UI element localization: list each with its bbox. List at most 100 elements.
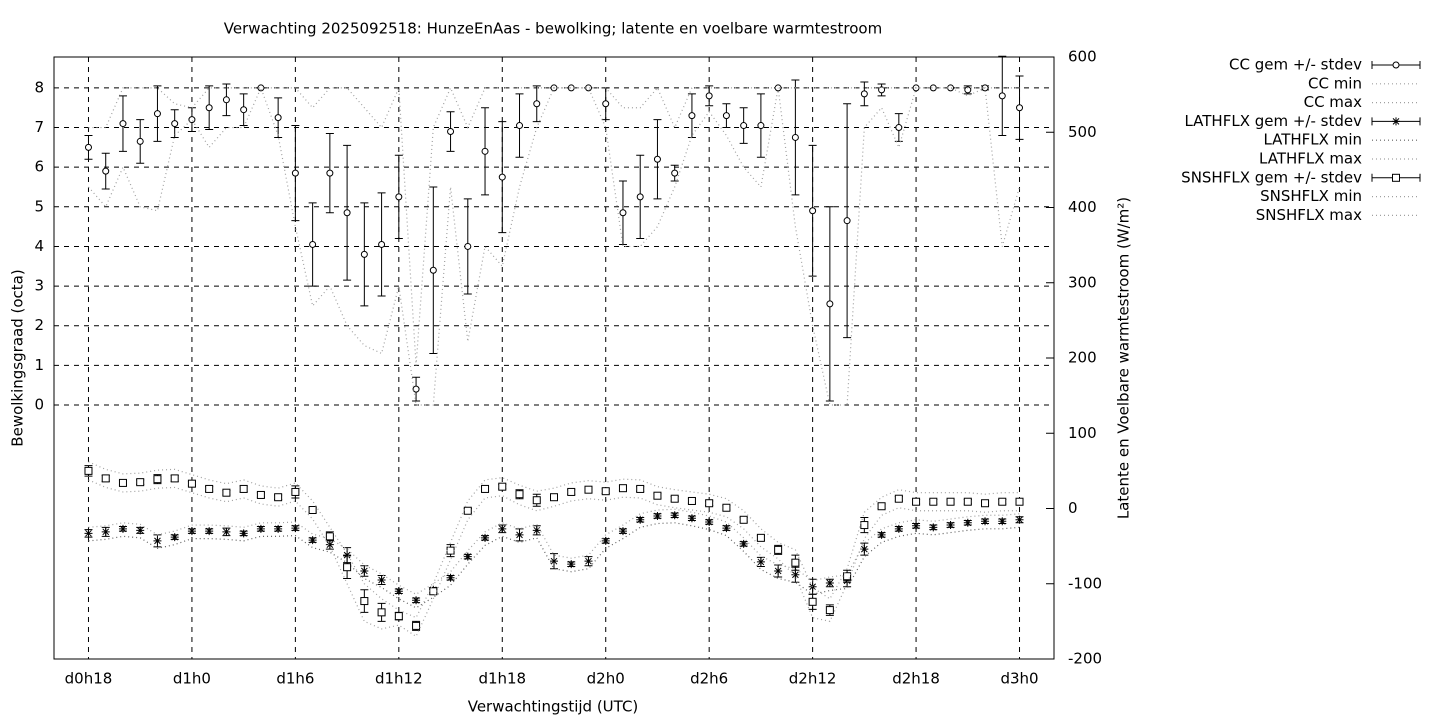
- marker: [843, 572, 852, 581]
- marker: [688, 112, 696, 120]
- marker: [360, 566, 369, 575]
- marker: [325, 540, 334, 549]
- y-tick-label: 2: [34, 316, 44, 334]
- line-series: [88, 86, 1020, 366]
- marker: [808, 582, 817, 591]
- marker: [118, 524, 127, 533]
- marker: [515, 530, 524, 539]
- marker: [912, 497, 921, 506]
- marker: [929, 523, 938, 532]
- marker: [377, 608, 386, 617]
- marker: [136, 137, 144, 145]
- marker: [464, 242, 472, 250]
- marker: [774, 545, 783, 554]
- marker: [463, 552, 472, 561]
- marker: [653, 491, 662, 500]
- marker: [170, 533, 179, 542]
- line-series: [88, 479, 1020, 638]
- marker: [222, 527, 231, 536]
- marker: [481, 533, 490, 542]
- marker: [619, 209, 627, 217]
- legend-label: LATHFLX max: [1259, 150, 1362, 168]
- marker: [739, 515, 748, 524]
- marker: [550, 493, 558, 502]
- marker: [274, 114, 282, 122]
- x-tick-label: d3h0: [1000, 670, 1038, 688]
- marker: [860, 545, 869, 554]
- marker: [429, 266, 437, 274]
- marker: [309, 240, 317, 248]
- marker: [446, 546, 455, 555]
- marker: [84, 529, 93, 538]
- marker: [998, 92, 1006, 100]
- marker: [205, 104, 213, 112]
- marker: [360, 597, 369, 606]
- marker: [739, 539, 748, 548]
- y-tick-label: 7: [34, 118, 44, 136]
- marker: [774, 566, 783, 575]
- marker: [187, 479, 196, 488]
- x-tick-label: d1h18: [478, 670, 526, 688]
- marker: [826, 300, 834, 308]
- x-tick-label: d2h18: [892, 670, 940, 688]
- marker: [722, 503, 731, 512]
- marker: [343, 209, 351, 217]
- line-series: [88, 522, 1020, 609]
- x-tick-label: d1h6: [276, 670, 314, 688]
- marker: [791, 558, 800, 567]
- marker: [102, 167, 110, 175]
- marker: [791, 570, 800, 579]
- line-series: [88, 461, 1020, 619]
- marker: [395, 193, 403, 201]
- marker: [705, 518, 714, 527]
- x-tick-label: d0h18: [65, 670, 113, 688]
- marker: [894, 494, 903, 503]
- marker: [325, 532, 334, 541]
- legend-label: SNSHFLX max: [1256, 206, 1362, 224]
- marker: [1015, 497, 1024, 506]
- marker: [1016, 104, 1024, 112]
- marker: [446, 573, 455, 582]
- x-tick-label: d2h6: [690, 670, 728, 688]
- marker: [722, 524, 731, 533]
- legend-label: CC min: [1308, 74, 1362, 92]
- marker: [877, 502, 886, 511]
- marker: [187, 527, 196, 536]
- marker: [498, 482, 507, 491]
- x-tick-label: d1h12: [375, 670, 423, 688]
- y2-tick-label: 500: [1068, 123, 1097, 141]
- marker: [584, 485, 593, 494]
- marker: [101, 527, 110, 536]
- marker: [171, 120, 179, 128]
- marker: [377, 575, 386, 584]
- marker: [1015, 515, 1024, 524]
- legend-label: CC max: [1304, 93, 1363, 111]
- marker: [153, 536, 162, 545]
- marker: [929, 497, 938, 506]
- y2-tick-label: 300: [1068, 273, 1097, 291]
- marker: [567, 487, 576, 496]
- marker: [532, 526, 541, 535]
- y-tick-label: 0: [34, 395, 44, 413]
- marker: [256, 490, 265, 499]
- marker: [447, 128, 455, 136]
- marker: [946, 497, 955, 506]
- marker: [963, 518, 972, 527]
- legend-label: SNSHFLX gem +/- stdev: [1181, 168, 1362, 186]
- marker: [308, 536, 317, 545]
- marker: [291, 487, 300, 496]
- marker: [257, 84, 265, 92]
- marker: [670, 494, 679, 503]
- y2-tick-label: 200: [1068, 349, 1097, 367]
- y-axis-label: Bewolkingsgraad (octa): [9, 269, 27, 446]
- marker: [291, 524, 300, 533]
- marker: [687, 496, 696, 505]
- y-tick-label: 3: [34, 277, 44, 295]
- marker: [981, 499, 990, 508]
- line-series: [88, 508, 1020, 595]
- marker: [584, 557, 593, 566]
- marker: [326, 169, 334, 177]
- marker: [653, 155, 661, 163]
- marker: [205, 527, 214, 536]
